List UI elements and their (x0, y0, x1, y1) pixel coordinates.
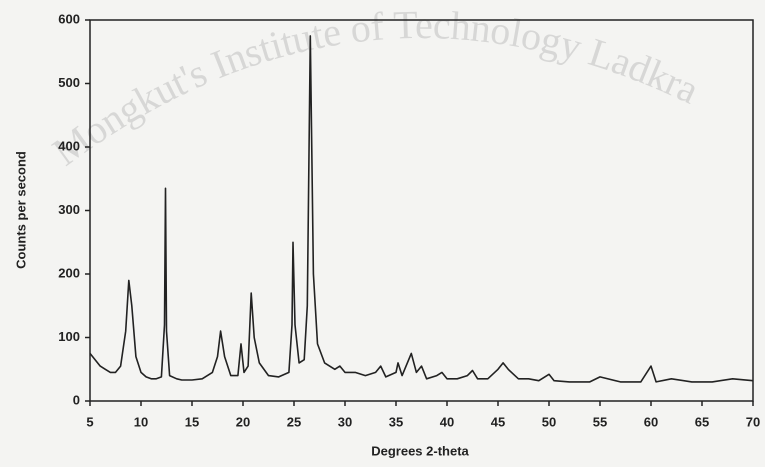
x-tick-label: 40 (440, 414, 454, 429)
x-tick-label: 35 (389, 414, 403, 429)
watermark: Mongkut's Institute of Technology Ladkra (44, 2, 706, 174)
y-tick-label: 100 (58, 329, 80, 344)
y-axis-label: Counts per second (13, 151, 28, 269)
x-tick-label: 50 (542, 414, 556, 429)
x-tick-label: 45 (491, 414, 505, 429)
x-tick-label: 30 (338, 414, 352, 429)
y-tick-label: 500 (58, 75, 80, 90)
x-tick-label: 5 (86, 414, 93, 429)
x-tick-label: 60 (644, 414, 658, 429)
x-tick-label: 15 (185, 414, 199, 429)
x-tick-label: 65 (695, 414, 709, 429)
watermark-text: Mongkut's Institute of Technology Ladkra (44, 2, 706, 174)
y-tick-label: 300 (58, 202, 80, 217)
x-axis-label: Degrees 2-theta (371, 443, 469, 458)
y-tick-label: 0 (73, 392, 80, 407)
x-tick-label: 55 (593, 414, 607, 429)
y-tick-label: 400 (58, 138, 80, 153)
x-tick-label: 70 (746, 414, 760, 429)
x-tick-label: 10 (134, 414, 148, 429)
y-tick-label: 200 (58, 265, 80, 280)
x-tick-label: 20 (236, 414, 250, 429)
x-tick-label: 25 (287, 414, 301, 429)
data-line (89, 35, 754, 383)
y-tick-label: 600 (58, 11, 80, 26)
